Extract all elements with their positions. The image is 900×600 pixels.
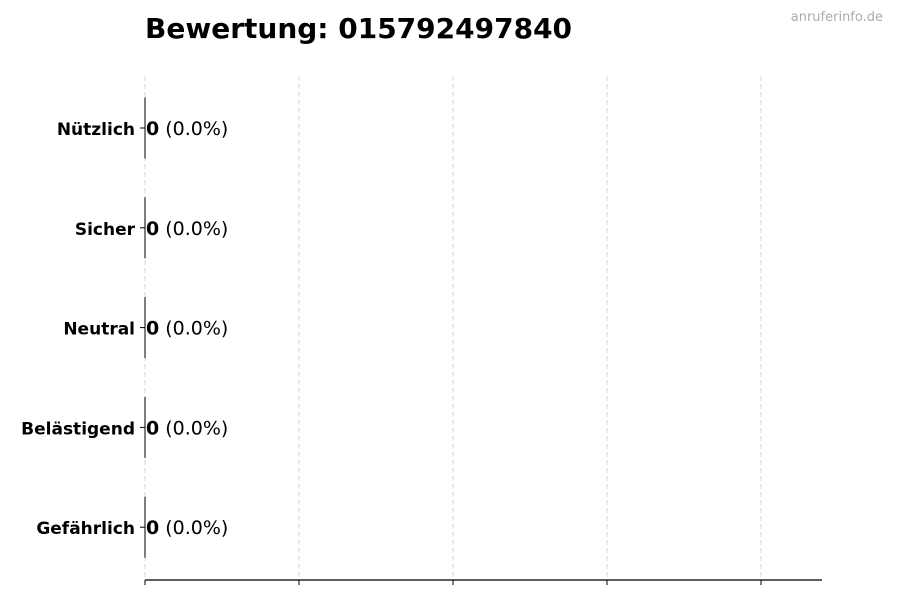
y-tick-label: Gefährlich xyxy=(36,519,135,539)
data-label: 0 (0.0%) xyxy=(146,318,228,340)
data-label: 0 (0.0%) xyxy=(146,517,228,539)
data-label-percent: (0.0%) xyxy=(165,118,228,140)
data-label-count: 0 xyxy=(146,318,159,340)
data-label-count: 0 xyxy=(146,118,159,140)
y-tick-label: Sicher xyxy=(75,220,136,240)
data-label: 0 (0.0%) xyxy=(146,118,228,140)
data-label-count: 0 xyxy=(146,517,159,539)
data-label-percent: (0.0%) xyxy=(165,318,228,340)
data-label-percent: (0.0%) xyxy=(165,417,228,439)
data-label: 0 (0.0%) xyxy=(146,417,228,439)
y-tick-label: Belästigend xyxy=(21,419,135,439)
y-tick-label: Neutral xyxy=(63,320,135,340)
data-label-count: 0 xyxy=(146,218,159,240)
chart-title: Bewertung: 015792497840 xyxy=(145,12,573,45)
y-tick-label: Nützlich xyxy=(57,120,135,140)
watermark: anruferinfo.de xyxy=(790,10,883,25)
data-label-count: 0 xyxy=(146,417,159,439)
data-label: 0 (0.0%) xyxy=(146,218,228,240)
data-label-percent: (0.0%) xyxy=(165,218,228,240)
data-label-percent: (0.0%) xyxy=(165,517,228,539)
